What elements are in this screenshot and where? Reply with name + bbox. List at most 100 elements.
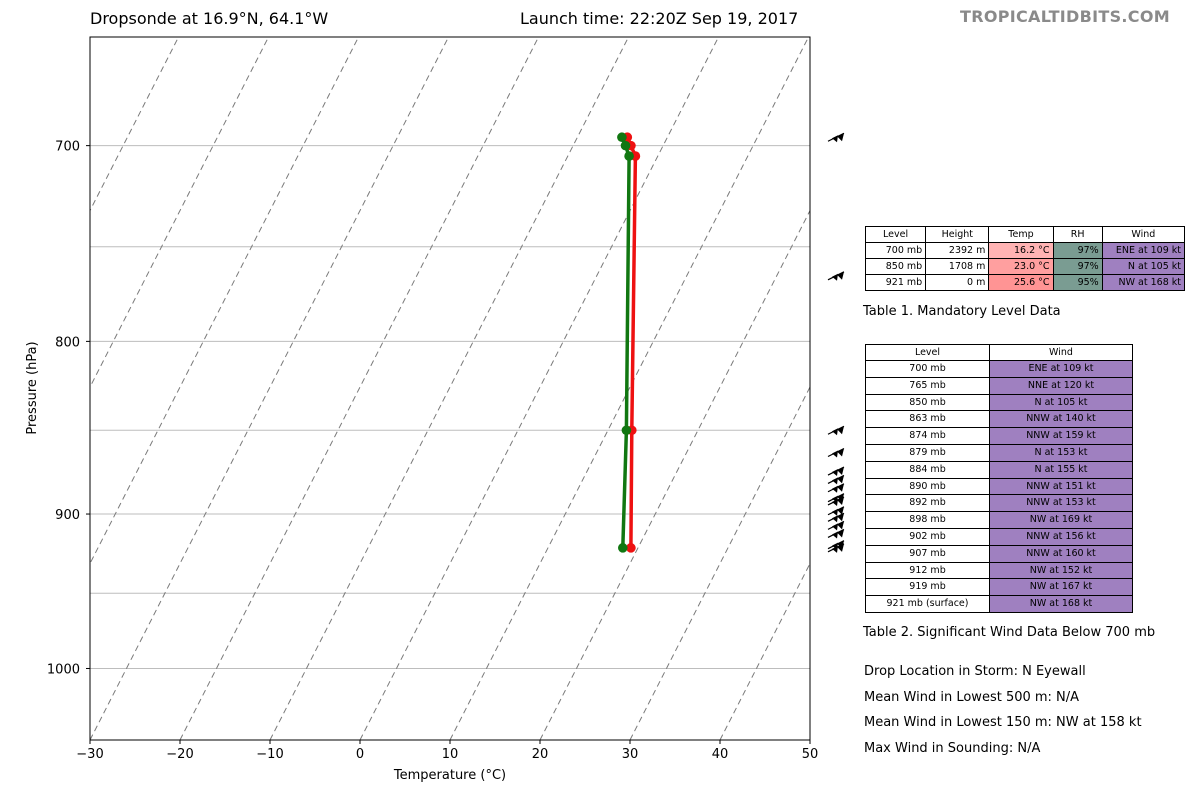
x-axis-label: Temperature (°C) (393, 768, 506, 783)
site-brand: TROPICALTIDBITS.COM (960, 7, 1170, 26)
y-tick-label: 1000 (47, 662, 80, 677)
x-tick-label: 40 (712, 747, 729, 762)
cell-level: 700 mb (864, 242, 927, 259)
header-rh: RH (1052, 226, 1103, 243)
dewpoint-point (620, 140, 631, 151)
drop-location: Drop Location in Storm: N Eyewall (864, 664, 1086, 679)
cell-wind: NNW at 151 kt (989, 477, 1133, 496)
isobar-grid (90, 145, 810, 669)
table-header-row: Level Wind (865, 344, 1133, 361)
table-header-row: Level Height Temp RH Wind (864, 226, 1186, 243)
wind-barb (827, 132, 845, 143)
cell-rh: 97% (1052, 258, 1103, 275)
table-row: 898 mb NW at 169 kt (865, 511, 1133, 529)
table1-caption: Table 1. Mandatory Level Data (863, 304, 1061, 319)
cell-wind: N at 155 kt (989, 460, 1133, 479)
table-row: 765 mb NNE at 120 kt (865, 376, 1133, 395)
isotherm-line (269, 37, 629, 740)
cell-wind: NNW at 156 kt (989, 527, 1133, 546)
cell-level: 919 mb (865, 578, 990, 597)
wind-barb (827, 447, 845, 458)
cell-level: 863 mb (865, 410, 990, 429)
table-row: 921 mb (surface) NW at 168 kt (865, 595, 1133, 613)
cell-wind: ENE at 109 kt (1101, 242, 1186, 259)
table-row: 892 mb NNW at 153 kt (865, 494, 1133, 513)
dewpoint-point (617, 132, 627, 143)
cell-level: 892 mb (865, 494, 990, 513)
cell-wind: N at 153 kt (989, 443, 1133, 462)
header-height: Height (925, 226, 990, 243)
table-row: 850 mb N at 105 kt (865, 393, 1133, 412)
cell-level: 700 mb (865, 360, 990, 378)
cell-level: 890 mb (865, 477, 990, 496)
wind-barb (827, 528, 845, 539)
cell-level: 902 mb (865, 527, 990, 546)
table-row: 890 mb NNW at 151 kt (865, 477, 1133, 496)
table-row: 919 mb NW at 167 kt (865, 578, 1133, 597)
cell-height: 1708 m (925, 258, 990, 275)
header-wind: Wind (989, 344, 1133, 361)
table-row: 884 mb N at 155 kt (865, 460, 1133, 479)
isotherm-line (449, 37, 809, 740)
isotherm-line (629, 385, 810, 740)
temperature-point (626, 543, 636, 553)
cell-wind: NNW at 153 kt (989, 494, 1133, 513)
isotherm-line (359, 37, 719, 740)
cell-wind: ENE at 109 kt (989, 360, 1133, 378)
cell-level: 898 mb (865, 511, 990, 529)
mean-wind-500m: Mean Wind in Lowest 500 m: N/A (864, 690, 1080, 705)
wind-barb (827, 520, 845, 531)
cell-rh: 97% (1052, 242, 1103, 259)
header-wind: Wind (1101, 226, 1186, 243)
cell-wind: NNW at 140 kt (989, 410, 1133, 429)
cell-wind: NNW at 160 kt (989, 544, 1133, 563)
cell-wind: N at 105 kt (1101, 258, 1186, 275)
cell-level: 850 mb (865, 393, 990, 412)
wind-barb (827, 543, 845, 553)
chart-title: Dropsonde at 16.9°N, 64.1°W (90, 9, 329, 28)
isotherm-line (90, 37, 359, 565)
x-tick-label: −10 (256, 747, 283, 762)
wind-barbs (827, 132, 845, 553)
table-row: 874 mb NNW at 159 kt (865, 427, 1133, 445)
isotherm-line (179, 37, 539, 740)
cell-wind: N at 105 kt (989, 393, 1133, 412)
table-row: 863 mb NNW at 140 kt (865, 410, 1133, 429)
wind-barb (827, 483, 845, 493)
table-row: 700 mb ENE at 109 kt (865, 360, 1133, 378)
cell-temp: 23.0 °C (988, 258, 1054, 275)
header-level: Level (864, 226, 927, 243)
x-tick-label: 20 (532, 747, 549, 762)
cell-wind: NNE at 120 kt (989, 376, 1133, 395)
isotherm-line (90, 37, 449, 740)
x-tick-label: −20 (166, 747, 193, 762)
table-row: 700 mb 2392 m 16.2 °C 97% ENE at 109 kt (864, 242, 1186, 259)
cell-temp: 25.6 °C (988, 274, 1054, 291)
y-axis-label: Pressure (hPa) (25, 341, 40, 434)
wind-barb (827, 271, 845, 281)
table-row: 921 mb 0 m 25.6 °C 95% NW at 168 kt (864, 274, 1186, 291)
table-row: 850 mb 1708 m 23.0 °C 97% N at 105 kt (864, 258, 1186, 275)
significant-wind-table: Level Wind 700 mb ENE at 109 kt 765 mb NNE … (865, 344, 1133, 613)
dewpoint-point (621, 425, 632, 436)
table2-caption: Table 2. Significant Wind Data Below 700… (863, 625, 1156, 640)
cell-level: 921 mb (surface) (865, 595, 990, 613)
y-tick-label: 800 (55, 335, 80, 350)
y-tick-label: 900 (55, 508, 80, 523)
dewpoint-point (618, 543, 628, 553)
x-tick-label: 10 (442, 747, 459, 762)
skewed-isotherms (90, 37, 810, 740)
cell-level: 874 mb (865, 427, 990, 445)
cell-wind: NW at 168 kt (1101, 274, 1186, 291)
y-axis: 700 800 900 1000 (47, 140, 90, 677)
mandatory-level-table: Level Height Temp RH Wind 700 mb 2392 m 16… (864, 226, 1186, 291)
isotherm-line (539, 209, 810, 740)
dewpoint-point (624, 151, 634, 161)
isotherm-line (90, 37, 269, 389)
launch-time: Launch time: 22:20Z Sep 19, 2017 (520, 9, 799, 28)
wind-barb (827, 474, 845, 485)
cell-wind: NNW at 159 kt (989, 427, 1133, 445)
y-tick-label: 700 (55, 140, 80, 155)
cell-level: 850 mb (864, 258, 927, 275)
